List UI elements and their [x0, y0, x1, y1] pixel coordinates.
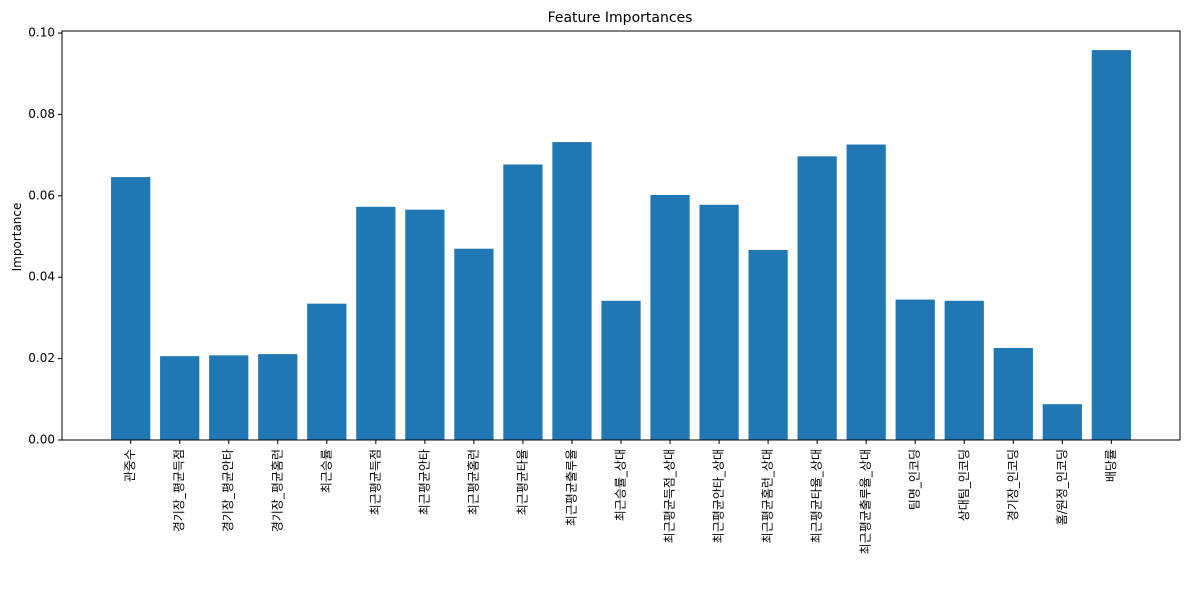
- x-tick-label: 최근평균출루율: [564, 449, 578, 526]
- bar-4: [307, 303, 347, 440]
- bar-8: [503, 164, 543, 441]
- bar-15: [846, 144, 886, 441]
- x-tick-label: 경기장_인코딩: [1006, 449, 1020, 521]
- bar-5: [356, 206, 396, 440]
- bars-group: [111, 50, 1131, 441]
- bar-9: [552, 142, 592, 440]
- x-tick-label: 최근평균출루율_상대: [859, 449, 873, 554]
- y-axis-title: Importance: [10, 203, 24, 272]
- bar-11: [650, 195, 690, 440]
- x-tick-label: 최근평균안타: [417, 449, 431, 515]
- bar-19: [1042, 404, 1082, 440]
- bar-14: [797, 156, 837, 440]
- x-tick-label: 홈/원정_인코딩: [1055, 449, 1069, 525]
- x-tick-label: 경기장_평균안타: [221, 449, 235, 532]
- bar-10: [601, 300, 641, 440]
- y-tick-label: 0.10: [28, 26, 55, 40]
- bar-17: [944, 300, 984, 440]
- x-tick-label: 관중수: [123, 449, 137, 482]
- bar-6: [405, 209, 445, 440]
- x-axis-ticks: 관중수 경기장_평균득점 경기장_평균안타 경기장_평균홈런 최근승률 최근평균득점 최근평…: [123, 440, 1118, 554]
- x-tick-label: 최근평균안타_상대: [712, 449, 726, 543]
- y-tick-label: 0.02: [28, 351, 55, 365]
- x-tick-label: 최근평균홈런_상대: [761, 449, 775, 543]
- x-tick-label: 최근평균타율_상대: [810, 449, 824, 543]
- y-tick-label: 0.06: [28, 188, 55, 202]
- bar-13: [748, 249, 788, 440]
- x-tick-label: 최근승률_상대: [614, 449, 628, 521]
- bar-16: [895, 299, 935, 440]
- bar-18: [993, 348, 1033, 440]
- y-tick-label: 0.04: [28, 270, 55, 284]
- bar-7: [454, 248, 494, 440]
- x-tick-label: 경기장_평균득점: [172, 449, 186, 532]
- bar-2: [209, 355, 249, 440]
- x-tick-label: 최근평균타율: [515, 449, 529, 515]
- plot-frame: [61, 30, 1181, 441]
- x-tick-label: 최근평균득점_상대: [663, 449, 677, 543]
- y-tick-label: 0.08: [28, 107, 55, 121]
- bar-20: [1091, 50, 1131, 440]
- y-axis-ticks: 0.00 0.02 0.04 0.06 0.08 0.10: [28, 26, 62, 447]
- bar-0: [111, 177, 151, 440]
- y-tick-label: 0.00: [28, 433, 55, 447]
- x-tick-label: 배당률: [1104, 449, 1118, 482]
- chart-title: Feature Importances: [548, 10, 693, 26]
- x-tick-label: 최근평균홈런: [466, 449, 480, 515]
- x-tick-label: 최근승률: [319, 449, 333, 493]
- bar-3: [258, 354, 298, 440]
- bar-1: [160, 356, 200, 440]
- x-tick-label: 경기장_평균홈런: [270, 449, 284, 532]
- bar-12: [699, 204, 739, 440]
- x-tick-label: 상대팀_인코딩: [957, 449, 971, 521]
- x-tick-label: 최근평균득점: [368, 449, 382, 515]
- x-tick-label: 팀명_인코딩: [908, 449, 922, 510]
